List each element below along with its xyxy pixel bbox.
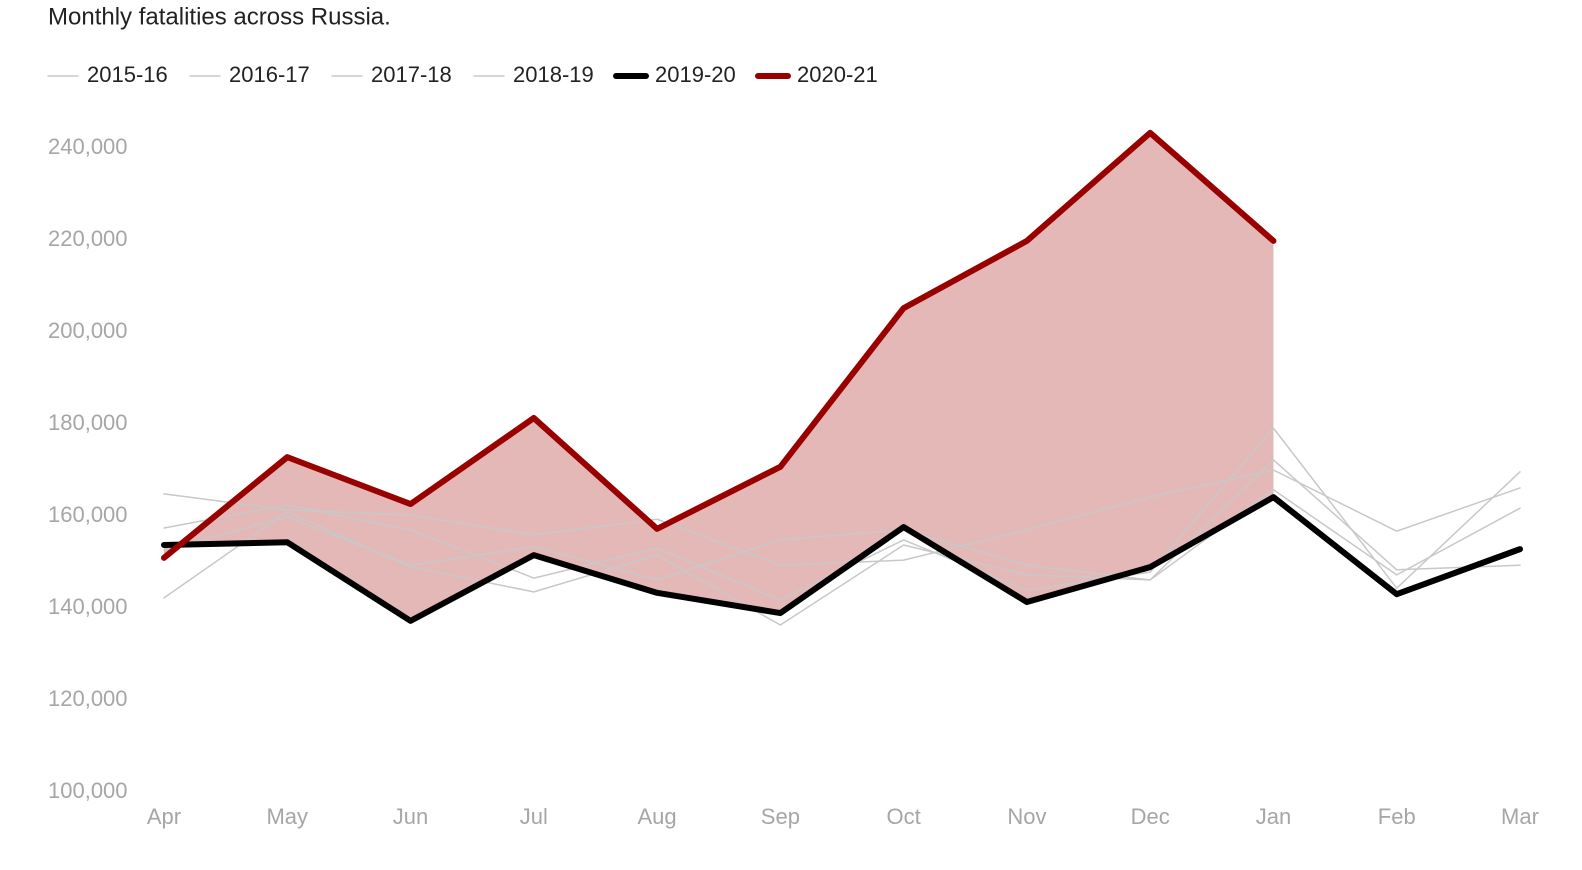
x-tick-label: Jul	[520, 804, 548, 829]
x-tick-label: Feb	[1378, 804, 1416, 829]
legend-label: 2017-18	[371, 62, 452, 87]
fill-area	[164, 132, 1274, 621]
legend-label: 2015-16	[87, 62, 168, 87]
y-tick-label: 220,000	[48, 226, 128, 251]
y-tick-label: 180,000	[48, 410, 128, 435]
y-tick-label: 120,000	[48, 686, 128, 711]
x-tick-label: Oct	[887, 804, 921, 829]
legend-label: 2019-20	[655, 62, 736, 87]
series-line	[161, 494, 1523, 624]
x-tick-label: Jun	[393, 804, 428, 829]
series-line	[163, 489, 1521, 581]
x-tick-label: May	[266, 804, 308, 829]
x-tick-label: Mar	[1501, 804, 1539, 829]
x-tick-label: Dec	[1131, 804, 1170, 829]
legend-label: 2018-19	[513, 62, 594, 87]
series-line	[161, 129, 1277, 561]
chart-title: Monthly fatalities across Russia.	[48, 3, 391, 30]
x-tick-label: Nov	[1007, 804, 1046, 829]
y-tick-label: 240,000	[48, 134, 128, 159]
x-tick-label: Sep	[761, 804, 800, 829]
legend-label: 2020-21	[797, 62, 878, 87]
y-tick-label: 160,000	[48, 502, 128, 527]
y-tick-label: 100,000	[48, 778, 128, 803]
series-line	[163, 469, 1521, 566]
x-tick-label: Apr	[147, 804, 181, 829]
x-tick-label: Jan	[1256, 804, 1291, 829]
x-tick-label: Aug	[638, 804, 677, 829]
y-tick-label: 200,000	[48, 318, 128, 343]
legend-label: 2016-17	[229, 62, 310, 87]
y-tick-label: 140,000	[48, 594, 128, 619]
